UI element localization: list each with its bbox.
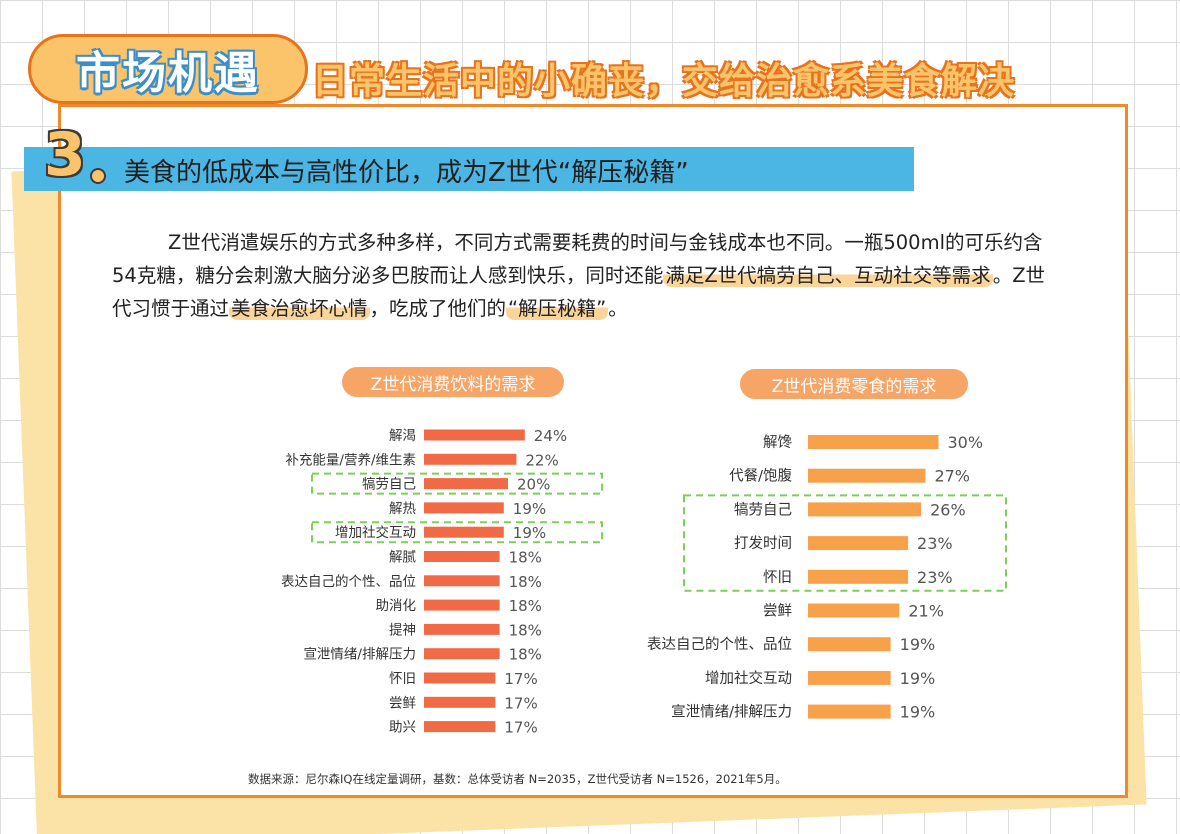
body-text-4: 。: [608, 297, 628, 320]
snack-bar: [808, 670, 891, 685]
beverage-category-label: 解腻: [389, 550, 416, 566]
snack-highlight-box: [683, 494, 1007, 592]
beverage-bar: [424, 721, 496, 733]
snack-value-label: 26%: [930, 500, 966, 519]
snack-bar: [808, 435, 939, 449]
snack-bar: [808, 468, 926, 483]
snack-category-label: 表达自己的个性、品位: [647, 636, 792, 653]
snack-bar: [808, 502, 922, 517]
header-badge: 市场机遇: [28, 34, 308, 104]
beverage-highlight-box: [311, 521, 603, 544]
beverage-bar: [424, 551, 500, 562]
snack-category-label: 解馋: [763, 434, 792, 451]
beverage-category-label: 提神: [389, 622, 416, 638]
beverage-bar: [424, 429, 525, 441]
beverage-bar: [424, 453, 517, 465]
beverage-value-label: 18%: [509, 549, 542, 567]
beverage-bar: [424, 526, 504, 538]
body-text-2: 。Z世代习惯于通过: [112, 264, 1046, 320]
beverage-value-label: 18%: [509, 646, 542, 664]
highlight-food-heals: 美食治愈坏心情: [229, 297, 370, 320]
content-card: [58, 104, 1128, 798]
beverage-category-label: 助消化: [376, 598, 417, 614]
beverage-value-label: 17%: [504, 719, 537, 737]
snack-category-label: 怀旧: [763, 569, 792, 586]
beverage-category-label: 解热: [389, 501, 416, 517]
beverage-bar: [424, 478, 508, 490]
snack-category-label: 尝鲜: [763, 603, 792, 620]
beverage-value-label: 18%: [509, 621, 542, 639]
beverage-value-label: 17%: [504, 694, 537, 712]
beverage-value-label: 18%: [509, 573, 542, 591]
snack-category-label: 代餐/饱腹: [729, 468, 792, 485]
beverage-bar: [424, 575, 500, 587]
beverage-bar: [424, 648, 500, 660]
section-number-dot: [90, 168, 106, 184]
section-title-bar: [24, 147, 914, 191]
snack-category-label: 增加社交互动: [705, 669, 792, 687]
beverage-value-label: 19%: [513, 524, 546, 542]
snack-chart-title: Z世代消费零食的需求: [740, 369, 968, 399]
beverage-chart-title: Z世代消费饮料的需求: [342, 367, 564, 397]
snack-category-label: 打发时间: [734, 535, 792, 552]
snack-value-label: 19%: [900, 669, 936, 688]
body-text-3: ，吃成了他们的: [369, 297, 507, 320]
beverage-highlight-box: [311, 472, 603, 495]
beverage-bar: [424, 502, 504, 514]
beverage-bar: [424, 672, 496, 684]
snack-value-label: 19%: [900, 635, 936, 654]
section-title: 美食的低成本与高性价比，成为Z世代“解压秘籍”: [124, 158, 689, 188]
snack-value-label: 30%: [948, 433, 984, 452]
snack-category-label: 宣泄情绪/排解压力: [671, 704, 792, 721]
beverage-category-label: 怀旧: [389, 671, 416, 687]
body-paragraph: Z世代消遣娱乐的方式多种多样，不同方式需要耗费的时间与金钱成本也不同。一瓶500…: [112, 226, 1052, 325]
snack-value-label: 23%: [917, 568, 953, 587]
beverage-bar: [424, 696, 496, 708]
beverage-category-label: 犒劳自己: [362, 477, 416, 493]
beverage-category-label: 表达自己的个性、品位: [281, 574, 416, 590]
beverage-value-label: 17%: [504, 670, 537, 688]
header-badge-text: 市场机遇: [76, 48, 260, 99]
snack-bar: [808, 603, 900, 618]
beverage-category-label: 解渴: [389, 428, 416, 444]
snack-value-label: 23%: [917, 534, 953, 553]
beverage-category-label: 助兴: [389, 720, 416, 736]
header-slogan: 日常生活中的小确丧，交给治愈系美食解决: [312, 61, 1016, 102]
beverage-category-label: 宣泄情绪/排解压力: [303, 647, 416, 663]
snack-category-label: 犒劳自己: [734, 501, 792, 518]
snack-bar: [808, 569, 909, 584]
body-text-1: Z世代消遣娱乐的方式多种多样，不同方式需要耗费的时间与金钱成本也不同。一瓶500…: [112, 231, 1043, 287]
highlight-needs: 满足Z世代犒劳自己、互动社交等需求: [663, 264, 993, 287]
beverage-value-label: 22%: [525, 451, 558, 469]
snack-bar: [808, 637, 891, 652]
snack-bar: [808, 704, 891, 719]
snack-value-label: 21%: [908, 602, 944, 621]
beverage-category-label: 补充能量/营养/维生素: [285, 452, 416, 468]
beverage-bar: [424, 623, 500, 635]
beverage-value-label: 20%: [517, 476, 550, 494]
beverage-value-label: 24%: [534, 427, 567, 445]
snack-bar: [808, 536, 909, 551]
section-number: 3: [44, 120, 86, 190]
snack-value-label: 27%: [934, 467, 970, 486]
beverage-bar: [424, 599, 500, 611]
beverage-value-label: 19%: [513, 500, 546, 518]
data-source-note: 数据来源：尼尔森IQ在线定量调研，基数：总体受访者 N=2035，Z世代受访者 …: [248, 772, 787, 786]
beverage-category-label: 尝鲜: [389, 695, 416, 711]
highlight-stress-secret: “解压秘籍”: [506, 297, 609, 320]
beverage-value-label: 18%: [509, 597, 542, 615]
beverage-category-label: 增加社交互动: [335, 524, 416, 541]
snack-value-label: 19%: [900, 703, 936, 722]
